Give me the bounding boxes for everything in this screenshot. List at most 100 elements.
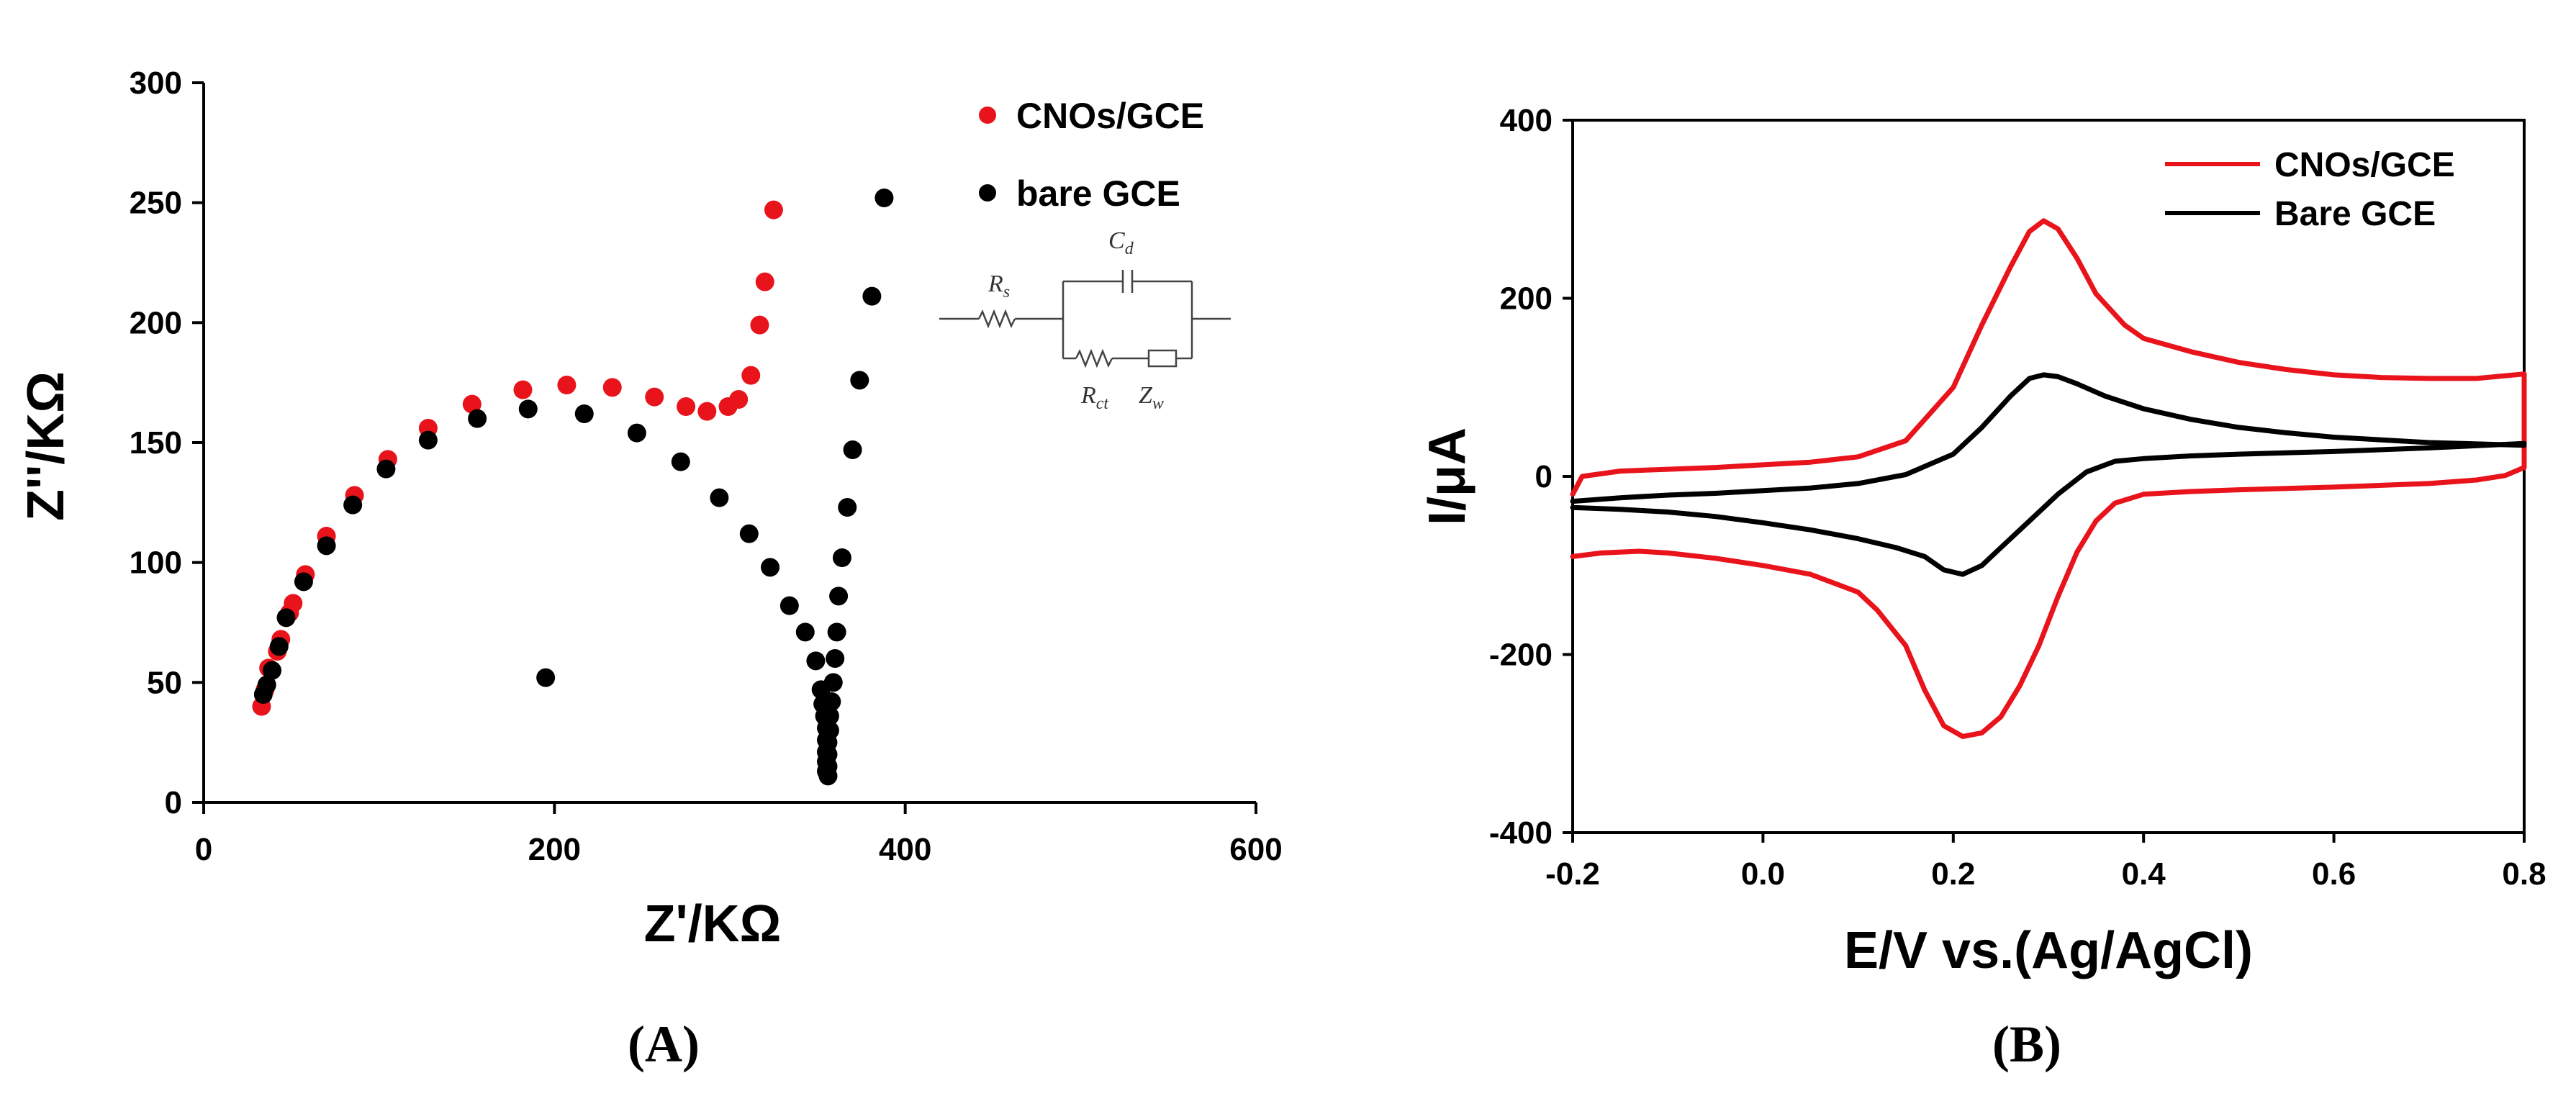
y-tick-label: 400 [1500,103,1553,138]
y-tick-label: 100 [130,545,182,581]
bare-gce-data-point [838,498,857,517]
bare-gce-data-point [317,536,336,556]
bare-gce-data-point [822,692,841,711]
bare-gce-data-point [418,430,438,450]
bare-gce-data-point [536,668,556,687]
bare-gce-data-point [761,558,780,577]
y-tick-label: 50 [147,665,182,700]
y-tick-label: 200 [1500,281,1553,317]
cnos-data-point [645,387,664,407]
bare-gce-data-point [820,707,839,725]
circuit-label-rs: Rs [988,271,1010,302]
y-tick-label: 300 [130,65,182,101]
cnos-cv-curve [1570,218,2527,739]
bare-gce-data-point [806,651,826,671]
cnos-data-point [462,394,482,414]
bare-gce-data-point [862,286,882,306]
bare-gce-data-point [829,587,849,606]
bare-gce-data-point [671,452,690,471]
equivalent-circuit-inset [939,270,1231,368]
bare-gce-data-point [343,495,363,515]
legend-label-bare-b: Bare GCE [2274,195,2436,233]
cnos-data-point [677,397,696,416]
bare-gce-data-point [739,524,759,543]
cnos-data-point [284,594,303,613]
bare-gce-data-point [827,622,846,642]
x-tick-label: -0.2 [1545,856,1600,892]
bare-gce-data-point [257,675,276,694]
bare-gce-data-point [294,572,313,592]
y-tick-label: 0 [1535,459,1553,494]
cnos-data-point [557,376,577,394]
legend-marker-bare [979,184,996,201]
panel-a-chart: 0 200 400 600 0 50 100 150 200 250 300 Z'/KΩ Z''/… [17,65,1283,1073]
circuit-label-cd: Cd [1108,227,1134,258]
cnos-data-point [513,380,533,399]
cnos-data-point [729,390,749,409]
panel-b-y-ticks: -400 -200 0 200 400 [1489,103,1573,851]
x-tick-label: 400 [879,832,931,867]
panel-b-x-label: E/V vs.(Ag/AgCl) [1844,922,2253,979]
bare-gce-cv-curve [1570,372,2527,577]
x-tick-label: 0.2 [1931,856,1975,892]
x-tick-label: 0 [195,832,212,867]
legend-marker-cnos [979,107,996,124]
cnos-data-point [697,402,717,421]
x-tick-label: 200 [528,832,581,867]
bare-gce-data-point [850,371,869,390]
panel-b-legend: CNOs/GCE Bare GCE [2165,146,2455,233]
bare-gce-data-point [376,459,396,479]
x-tick-label: 600 [1229,832,1282,867]
panel-a-x-label: Z'/KΩ [644,895,782,953]
panel-b-curves [1570,218,2527,739]
panel-b-chart: -0.2 0.0 0.2 0.4 0.6 0.8 -400 -200 0 200 400 E/V … [1419,103,2546,1073]
warburg-zw-symbol [1147,349,1178,368]
legend-label-bare: bare GCE [1016,173,1180,214]
panel-a-points [252,189,894,786]
y-tick-label: -200 [1489,638,1553,673]
legend-label-cnos-b: CNOs/GCE [2274,146,2455,184]
bare-gce-data-point [574,404,594,423]
legend-label-cnos: CNOs/GCE [1016,96,1204,136]
panel-b-y-label: I/μA [1419,427,1476,525]
y-tick-label: -400 [1489,815,1553,851]
circuit-label-rct: Rct [1080,382,1109,413]
panel-a-x-ticks: 0 200 400 600 [195,802,1283,867]
bare-gce-data-point [843,440,862,459]
bare-gce-data-point [276,608,296,628]
x-tick-label: 0.0 [1741,856,1785,892]
panel-a-y-ticks: 0 50 100 150 200 250 300 [130,65,204,820]
bare-gce-data-point [826,649,845,668]
bare-gce-data-point [779,596,799,615]
bare-gce-data-point [269,637,289,656]
cnos-data-point [764,200,783,219]
bare-gce-data-point [832,548,851,567]
bare-gce-data-point [627,423,646,443]
equivalent-circuit-labels: Rs Cd Rct Zw [988,227,1164,413]
bare-gce-data-point [875,189,894,207]
y-tick-label: 150 [130,425,182,461]
circuit-label-zw: Zw [1139,382,1164,413]
bare-gce-data-point [468,409,487,428]
y-tick-label: 200 [130,305,182,340]
panel-a-label: (A) [628,1015,700,1073]
bare-gce-data-point [263,661,282,680]
resistor-rs-symbol [977,309,1016,329]
y-tick-label: 250 [130,186,182,221]
x-tick-label: 0.6 [2312,856,2356,892]
panel-a-y-label: Z''/KΩ [17,371,75,521]
cnos-data-point [741,366,761,385]
bare-gce-data-point [518,399,538,419]
panel-b-label: (B) [1992,1015,2061,1073]
bare-gce-data-point [823,673,843,692]
panel-a-legend: CNOs/GCE bare GCE [979,96,1204,214]
bare-gce-data-point [710,488,729,507]
panel-b-x-ticks: -0.2 0.0 0.2 0.4 0.6 0.8 [1545,833,2546,892]
cnos-data-point [755,272,774,291]
cnos-data-point [602,378,622,397]
x-tick-label: 0.8 [2502,856,2546,892]
bare-gce-data-point [795,622,815,642]
cnos-data-point [750,315,769,335]
resistor-rct-symbol [1075,348,1113,368]
